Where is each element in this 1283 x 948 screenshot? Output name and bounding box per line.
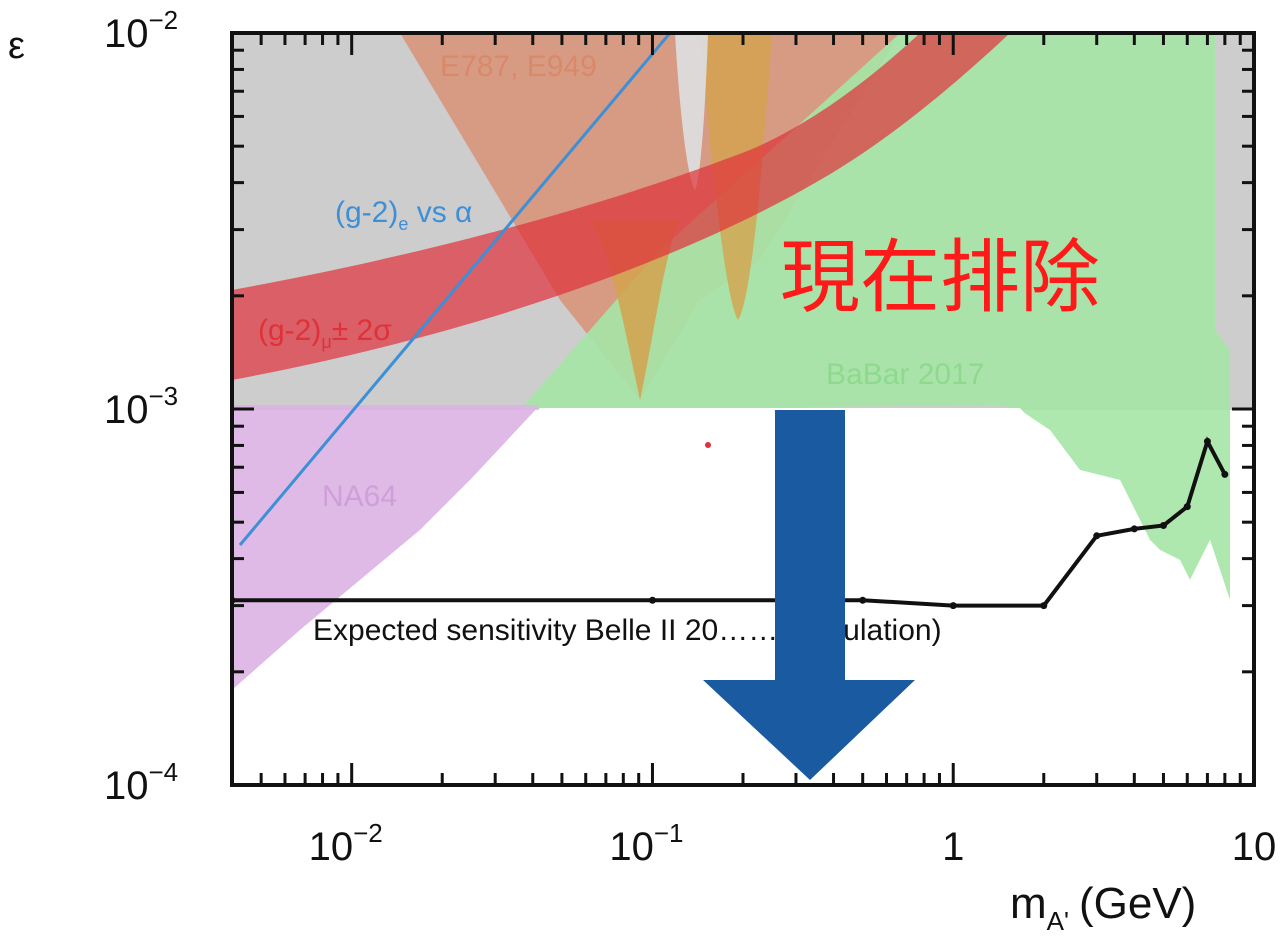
data-point — [1130, 525, 1138, 533]
g-2-mu-band — [232, 33, 1010, 380]
data-point — [1203, 437, 1211, 445]
plot-area — [232, 33, 1254, 785]
ticks-layer — [230, 33, 1254, 787]
y-tick-label: 10−3 — [104, 381, 178, 432]
annotation-current-exclusion: 現在排除 — [780, 231, 1100, 324]
data-point — [1183, 503, 1191, 511]
data-point — [949, 602, 957, 610]
data-point — [1159, 521, 1167, 529]
x-tick-label: 10−1 — [609, 818, 683, 869]
data-point — [1040, 602, 1048, 610]
label-babar-2017: BaBar 2017 — [826, 358, 984, 391]
na64-region — [232, 405, 540, 690]
label-na64: NA64 — [322, 480, 397, 513]
data-point — [1221, 470, 1229, 478]
data-point — [1093, 532, 1101, 540]
y-tick-label: 10−2 — [104, 5, 178, 56]
label-g-2-e: (g-2)e vs α — [335, 196, 472, 234]
data-point — [859, 596, 867, 604]
label-sensitivity: Expected sensitivity Belle II 20…… (simu… — [313, 614, 942, 647]
data-point — [648, 596, 656, 604]
g-2-e-line — [238, 33, 672, 546]
babar-2017-region — [520, 33, 1230, 600]
y-tick-label: 10−4 — [104, 757, 178, 808]
x-tick-label: 10−2 — [309, 818, 383, 869]
x-axis-title: mA' (GeV) — [1010, 879, 1196, 936]
x-tick-label: 1 — [942, 825, 964, 869]
down-arrow — [703, 410, 915, 780]
unexcluded-area — [232, 408, 1254, 785]
label-g-2-mu: (g-2)μ± 2σ — [258, 314, 392, 352]
label-e787-e949: E787, E949 — [440, 50, 597, 83]
red-dot — [705, 442, 711, 448]
y-axis-title: ε — [8, 25, 25, 67]
e787-gap — [675, 33, 708, 190]
x-tick-label: 10 — [1232, 825, 1277, 869]
